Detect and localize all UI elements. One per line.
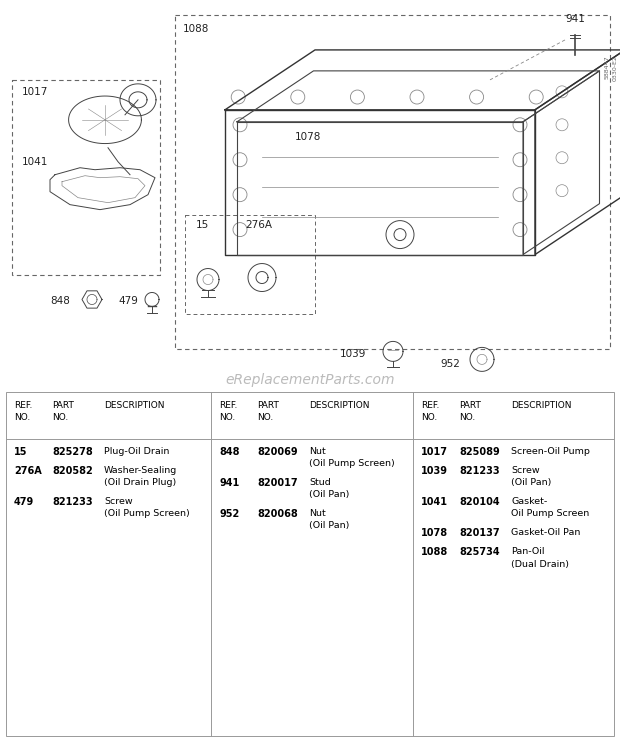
Text: 1078: 1078 — [295, 132, 321, 142]
Text: NO.: NO. — [14, 413, 30, 422]
Text: Screw
(Oil Pan): Screw (Oil Pan) — [511, 466, 551, 487]
Text: 820137: 820137 — [459, 528, 500, 538]
Text: 479: 479 — [14, 497, 34, 507]
Text: Nut
(Oil Pump Screen): Nut (Oil Pump Screen) — [309, 446, 395, 468]
Text: Pan-Oil
(Dual Drain): Pan-Oil (Dual Drain) — [511, 548, 569, 568]
Text: 820017: 820017 — [257, 478, 298, 487]
Text: 1041: 1041 — [421, 497, 448, 507]
Text: DESCRIPTION: DESCRIPTION — [309, 401, 370, 410]
Text: PART: PART — [52, 401, 74, 410]
Text: 820582: 820582 — [52, 466, 93, 476]
Text: 1078: 1078 — [421, 528, 448, 538]
Bar — [12, 80, 160, 275]
Text: REF.: REF. — [219, 401, 237, 410]
Text: 821233: 821233 — [52, 497, 92, 507]
Text: 820104: 820104 — [459, 497, 500, 507]
Text: 276A: 276A — [14, 466, 42, 476]
Text: Nut
(Oil Pan): Nut (Oil Pan) — [309, 509, 350, 530]
Text: Plug-Oil Drain: Plug-Oil Drain — [104, 446, 169, 456]
Text: 825089: 825089 — [459, 446, 500, 457]
Text: NO.: NO. — [421, 413, 437, 422]
Text: 820068: 820068 — [257, 509, 298, 519]
Text: 848: 848 — [219, 446, 239, 457]
Text: NO.: NO. — [257, 413, 273, 422]
Bar — [175, 15, 610, 350]
Text: DESCRIPTION: DESCRIPTION — [511, 401, 572, 410]
Text: 0330-E2: 0330-E2 — [613, 55, 618, 81]
Text: Screen-Oil Pump: Screen-Oil Pump — [511, 446, 590, 456]
Text: eReplacementParts.com: eReplacementParts.com — [225, 373, 395, 388]
Text: 825278: 825278 — [52, 446, 93, 457]
Text: 952: 952 — [219, 509, 239, 519]
Text: 15: 15 — [196, 219, 210, 230]
Text: 952: 952 — [440, 359, 460, 369]
Text: 825734: 825734 — [459, 548, 500, 557]
Text: Washer-Sealing
(Oil Drain Plug): Washer-Sealing (Oil Drain Plug) — [104, 466, 177, 487]
Text: 276A: 276A — [245, 219, 272, 230]
Text: 820069: 820069 — [257, 446, 298, 457]
Text: DESCRIPTION: DESCRIPTION — [104, 401, 164, 410]
Text: NO.: NO. — [459, 413, 476, 422]
Text: REF.: REF. — [421, 401, 440, 410]
Text: 479: 479 — [118, 296, 138, 307]
Text: 941: 941 — [219, 478, 239, 487]
Text: Gasket-Oil Pan: Gasket-Oil Pan — [511, 528, 580, 537]
Text: 1017: 1017 — [22, 87, 48, 97]
Text: 1088: 1088 — [183, 24, 210, 34]
Text: 1088: 1088 — [421, 548, 448, 557]
Text: 1041: 1041 — [22, 157, 48, 167]
Text: PART: PART — [459, 401, 481, 410]
Text: 15: 15 — [14, 446, 27, 457]
Text: REF.: REF. — [14, 401, 32, 410]
Text: Stud
(Oil Pan): Stud (Oil Pan) — [309, 478, 350, 498]
Text: Gasket-
Oil Pump Screen: Gasket- Oil Pump Screen — [511, 497, 589, 519]
Text: 1039: 1039 — [421, 466, 448, 476]
Bar — [185, 214, 315, 315]
Text: Screw
(Oil Pump Screen): Screw (Oil Pump Screen) — [104, 497, 190, 519]
Text: 941: 941 — [565, 14, 585, 24]
Text: 848: 848 — [50, 296, 70, 307]
Text: NO.: NO. — [219, 413, 235, 422]
Text: 1017: 1017 — [421, 446, 448, 457]
Text: 821233: 821233 — [459, 466, 500, 476]
Text: NO.: NO. — [52, 413, 68, 422]
Text: 1039: 1039 — [340, 350, 366, 359]
Text: PART: PART — [257, 401, 279, 410]
Text: 588447: 588447 — [605, 55, 610, 79]
